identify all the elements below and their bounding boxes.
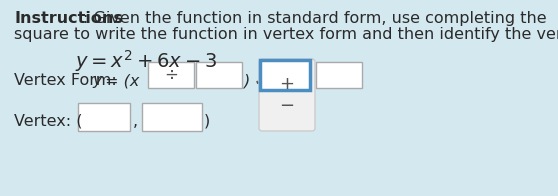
FancyBboxPatch shape bbox=[260, 60, 310, 90]
Text: ÷: ÷ bbox=[164, 66, 178, 84]
Text: : Given the function in standard form, use completing the: : Given the function in standard form, u… bbox=[83, 11, 547, 26]
Text: $y = x^2 + 6x - 3$: $y = x^2 + 6x - 3$ bbox=[75, 48, 217, 74]
Text: Vertex Form:: Vertex Form: bbox=[14, 73, 122, 88]
Text: square to write the function in vertex form and then identify the vertex.: square to write the function in vertex f… bbox=[14, 27, 558, 42]
FancyBboxPatch shape bbox=[78, 103, 130, 131]
FancyBboxPatch shape bbox=[316, 62, 362, 88]
FancyBboxPatch shape bbox=[259, 59, 315, 131]
Text: y: y bbox=[92, 73, 102, 88]
Text: −: − bbox=[280, 97, 295, 115]
Text: ): ) bbox=[244, 73, 250, 88]
Text: ,: , bbox=[133, 114, 138, 129]
Text: +: + bbox=[280, 75, 295, 93]
FancyBboxPatch shape bbox=[196, 62, 242, 88]
Text: Instructions: Instructions bbox=[14, 11, 123, 26]
Text: ✓: ✓ bbox=[254, 73, 267, 88]
Text: = (x: = (x bbox=[100, 73, 140, 88]
Text: ): ) bbox=[204, 114, 210, 129]
FancyBboxPatch shape bbox=[148, 62, 194, 88]
Text: Vertex: (: Vertex: ( bbox=[14, 114, 83, 129]
FancyBboxPatch shape bbox=[142, 103, 202, 131]
